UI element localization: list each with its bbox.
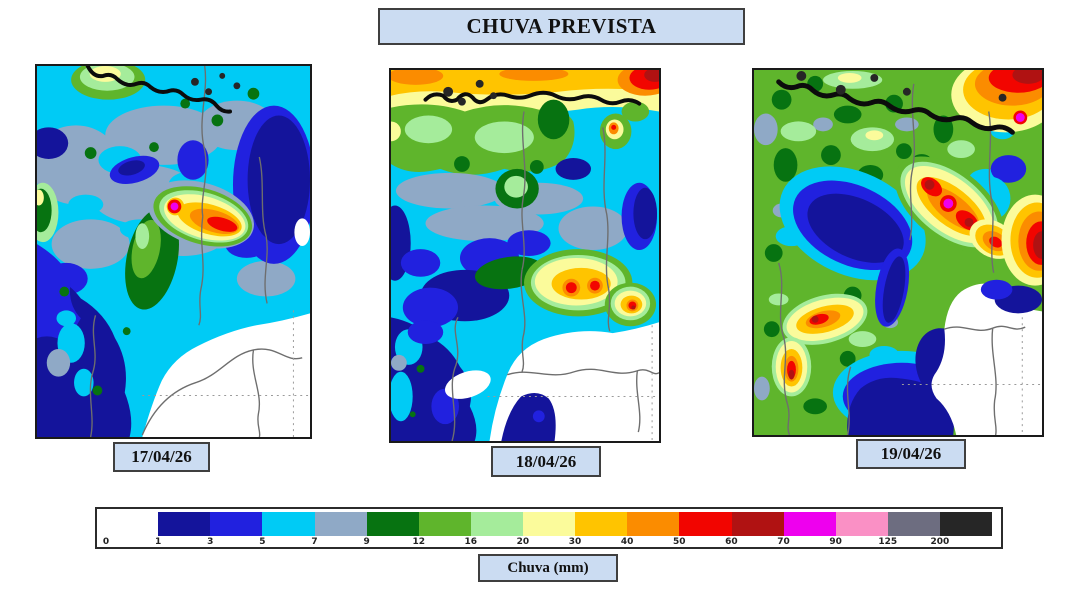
grid-lines-day3 — [901, 317, 1042, 435]
colorbar-tick-7: 7 — [311, 537, 318, 547]
colorbar-cell-90 — [835, 512, 888, 536]
colorbar-tick-1: 1 — [154, 537, 162, 547]
colorbar-tick-200: 200 — [930, 537, 950, 547]
precipitation-map-day1 — [35, 64, 312, 439]
colorbar-cell-200 — [940, 512, 993, 536]
date-label-day3: 19/04/26 — [856, 439, 966, 469]
precipitation-colorbar: 0 1 3 5 7 9 12 16 20 30 40 50 60 70 90 125 200 — [95, 507, 1003, 549]
heavy-rain-core-day3 — [894, 156, 1042, 286]
date-label-day2: 18/04/26 — [491, 446, 601, 477]
colorbar-tick-16: 16 — [464, 537, 478, 547]
colorbar-tick-30: 30 — [568, 537, 582, 547]
colorbar-cell-125 — [887, 512, 940, 536]
colorbar-tick-50: 50 — [673, 537, 686, 547]
date-text-day3: 19/04/26 — [880, 444, 942, 463]
colorbar-cell-16 — [470, 512, 523, 536]
precipitation-map-day2 — [389, 68, 661, 443]
colorbar-label-text: Chuva (mm) — [507, 559, 589, 576]
colorbar-tick-125: 125 — [878, 537, 898, 547]
page-title: CHUVA PREVISTA — [378, 8, 745, 45]
precipitation-map-day3-svg — [754, 70, 1042, 435]
colorbar-tick-70: 70 — [777, 537, 790, 547]
state-borders-day1 — [89, 66, 303, 437]
colorbar-cell-1 — [158, 512, 211, 536]
colorbar-cell-3 — [210, 512, 263, 536]
green-cells-day1 — [37, 66, 260, 396]
colorbar-cell-50 — [679, 512, 732, 536]
northeast-coast-rain-day3 — [951, 70, 1042, 133]
colorbar-tick-0: 0 — [102, 537, 110, 547]
colorbar-tick-9: 9 — [363, 537, 370, 547]
coastline-day2 — [423, 79, 642, 106]
precipitation-map-day3 — [752, 68, 1044, 437]
no-rain-region-day1 — [142, 218, 310, 437]
precipitation-map-day1-svg — [37, 66, 310, 437]
heavy-rain-core-day2 — [475, 249, 657, 327]
grid-lines-day1 — [142, 310, 310, 437]
colorbar-tick-40: 40 — [620, 537, 634, 547]
colorbar-cell-60 — [731, 512, 784, 536]
colorbar-cell-20 — [523, 512, 576, 536]
page-title-text: CHUVA PREVISTA — [466, 14, 657, 38]
colorbar-cell-0 — [106, 512, 159, 536]
heavy-rain-core-day1 — [147, 180, 254, 249]
grid-lines-day2 — [487, 325, 659, 441]
colorbar-tick-60: 60 — [725, 537, 738, 547]
precipitation-map-day2-svg — [391, 70, 659, 441]
colorbar-cell-70 — [783, 512, 836, 536]
colorbar-tick-5: 5 — [259, 537, 266, 547]
date-label-day1: 17/04/26 — [113, 442, 210, 472]
south-rain-day2 — [391, 317, 556, 441]
colorbar-cell-5 — [262, 512, 315, 536]
date-text-day1: 17/04/26 — [131, 447, 192, 466]
colorbar-cell-7 — [314, 512, 367, 536]
state-borders-day2 — [451, 111, 659, 441]
colorbar-tick-20: 20 — [516, 537, 530, 547]
colorbar-cell-9 — [366, 512, 419, 536]
colorbar-cell-40 — [627, 512, 680, 536]
colorbar-cell-12 — [418, 512, 471, 536]
coastline-day3 — [776, 70, 1015, 135]
colorbar-ticks: 0 1 3 5 7 9 12 16 20 30 40 50 60 70 90 125 200 — [102, 536, 992, 548]
magenta-peak-day3 — [943, 198, 954, 209]
colorbar-cells — [106, 512, 993, 536]
colorbar-cell-30 — [575, 512, 628, 536]
magenta-peak-day1 — [170, 202, 179, 211]
colorbar-label: Chuva (mm) — [478, 554, 618, 582]
colorbar-tick-12: 12 — [412, 537, 425, 547]
no-rain-region-day3 — [931, 279, 1042, 435]
colorbar-tick-90: 90 — [829, 537, 842, 547]
date-text-day2: 18/04/26 — [515, 451, 577, 471]
magenta-peak-coast-day3 — [1015, 113, 1025, 122]
coastline-day1 — [85, 66, 241, 114]
colorbar-tick-3: 3 — [207, 537, 214, 547]
southwest-rain-cores-day3 — [771, 293, 868, 397]
